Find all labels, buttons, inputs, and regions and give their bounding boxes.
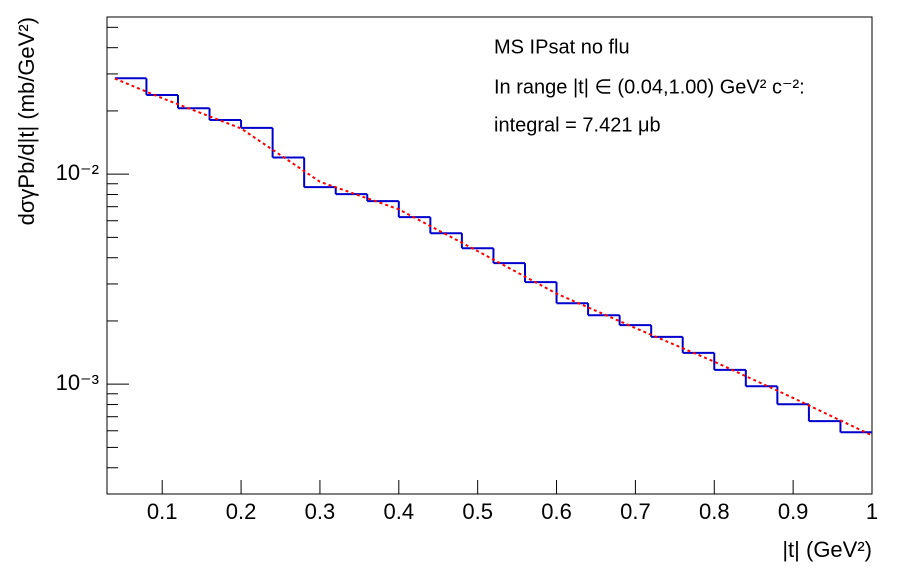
y-axis-label: dσγPb/d|t| (mb/GeV²) xyxy=(14,17,39,225)
y-tick-label: 10⁻² xyxy=(56,160,99,185)
x-tick-label: 0.3 xyxy=(305,499,336,524)
annotation: MS IPsat no flu xyxy=(494,36,630,58)
x-tick-label: 0.4 xyxy=(384,499,415,524)
x-tick-label: 0.6 xyxy=(541,499,572,524)
fit-line xyxy=(114,77,873,437)
annotation: In range |t| ∈ (0.04,1.00) GeV² c⁻²: xyxy=(494,76,805,98)
x-tick-label: 1 xyxy=(866,499,878,524)
x-tick-label: 0.7 xyxy=(620,499,651,524)
plot-frame xyxy=(106,16,873,495)
x-tick-label: 0.1 xyxy=(147,499,178,524)
x-tick-label: 0.2 xyxy=(226,499,257,524)
annotation: integral = 7.421 μb xyxy=(494,114,661,136)
y-tick-label: 10⁻³ xyxy=(56,370,99,395)
x-tick-label: 0.5 xyxy=(462,499,493,524)
x-tick-label: 0.9 xyxy=(778,499,809,524)
x-tick-label: 0.8 xyxy=(699,499,730,524)
x-axis-label: |t| (GeV²) xyxy=(782,537,872,562)
